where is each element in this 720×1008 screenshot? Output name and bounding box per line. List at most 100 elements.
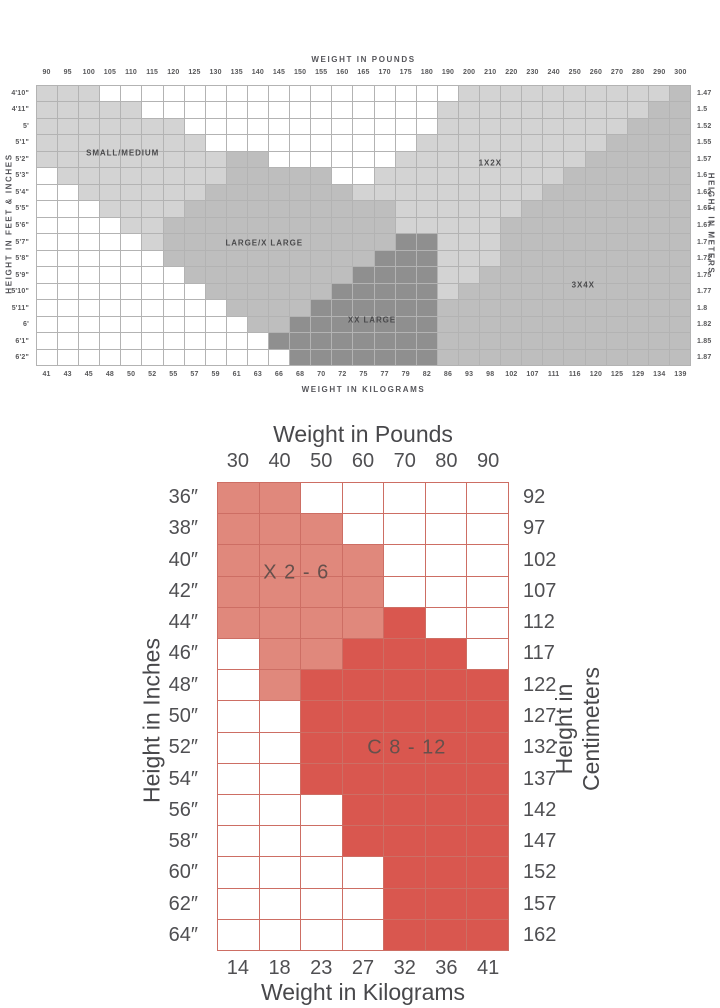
grid-cell (311, 267, 332, 283)
tick-label: 55 (169, 371, 178, 378)
grid-cell (416, 333, 437, 349)
grid-cell (205, 201, 226, 217)
tick-label: 43 (63, 371, 72, 378)
adult-left-axis-title: HEIGHT IN FEET & INCHES (4, 153, 14, 294)
grid-cell (374, 184, 395, 201)
grid-cell (342, 888, 384, 919)
tick-label: 6'1" (15, 337, 29, 345)
grid-cell (332, 118, 353, 135)
tick-label: 93 (465, 371, 474, 378)
grid-cell (79, 283, 100, 300)
grid-cell (121, 300, 142, 316)
grid-cell (425, 545, 467, 576)
grid-cell (79, 151, 100, 168)
tick-label: 18 (268, 957, 291, 979)
grid-cell (458, 168, 480, 184)
tick-label: 57 (190, 371, 199, 378)
grid-cell (585, 102, 606, 118)
grid-cell (543, 102, 564, 118)
grid-cell (395, 217, 416, 234)
grid-cell (311, 201, 332, 217)
grid-cell (121, 217, 142, 234)
grid-cell (226, 168, 247, 184)
grid-cell (269, 118, 290, 135)
grid-cell (121, 349, 142, 365)
tick-label: 1.8 (697, 304, 708, 312)
tick-label: 139 (674, 371, 687, 378)
grid-cell (458, 135, 480, 151)
grid-cell (395, 86, 416, 102)
grid-cell (100, 168, 121, 184)
grid-cell (480, 300, 501, 316)
grid-cell (437, 135, 458, 151)
grid-cell (353, 184, 374, 201)
tick-label: 75 (359, 371, 368, 378)
tick-label: 110 (125, 69, 138, 76)
grid-cell (627, 135, 648, 151)
grid-cell (342, 826, 384, 857)
grid-cell (585, 118, 606, 135)
grid-cell (480, 217, 501, 234)
adult-right-axis-title: HEIGHT IN METERS (706, 172, 716, 275)
grid-cell (416, 168, 437, 184)
grid-cell (374, 333, 395, 349)
grid-cell (627, 151, 648, 168)
grid-cell (247, 234, 269, 250)
grid-cell (184, 333, 205, 349)
grid-cell (648, 168, 669, 184)
grid-cell (311, 217, 332, 234)
grid-cell (226, 316, 247, 333)
grid-cell (269, 86, 290, 102)
grid-cell (522, 300, 543, 316)
grid-cell (301, 545, 342, 576)
grid-cell (501, 300, 522, 316)
grid-cell (142, 184, 163, 201)
grid-cell (458, 86, 480, 102)
grid-cell (543, 316, 564, 333)
grid-cell (585, 86, 606, 102)
grid-cell (543, 168, 564, 184)
grid-cell (184, 283, 205, 300)
grid-cell (269, 234, 290, 250)
grid-cell (205, 300, 226, 316)
grid-cell (501, 333, 522, 349)
grid-cell (458, 118, 480, 135)
child-pounds-ticks: 30 40 50 60 70 80 90 (217, 450, 509, 474)
grid-cell (342, 514, 384, 545)
grid-cell (121, 135, 142, 151)
grid-cell (259, 576, 301, 607)
tick-label: 60 (351, 450, 375, 472)
grid-cell (416, 250, 437, 267)
grid-cell (669, 250, 690, 267)
grid-cell (58, 201, 79, 217)
grid-cell (585, 349, 606, 365)
grid-cell (425, 732, 467, 763)
grid-cell (384, 826, 425, 857)
grid-cell (184, 217, 205, 234)
child-kilograms-ticks: 14 18 23 27 32 36 41 (217, 957, 509, 981)
grid-cell (269, 184, 290, 201)
grid-cell (627, 234, 648, 250)
grid-cell (290, 250, 311, 267)
grid-cell (395, 333, 416, 349)
tick-label: 36″ (168, 486, 198, 509)
grid-cell (467, 607, 508, 638)
grid-cell (269, 168, 290, 184)
tick-label: 62″ (168, 892, 198, 915)
grid-cell (425, 919, 467, 950)
grid-cell (332, 267, 353, 283)
tick-label: 107 (526, 371, 539, 378)
grid-cell (218, 732, 259, 763)
grid-cell (226, 283, 247, 300)
tick-label: 111 (547, 371, 560, 378)
grid-cell (259, 545, 301, 576)
tick-label: 137 (523, 767, 557, 790)
grid-cell (374, 267, 395, 283)
grid-cell (332, 300, 353, 316)
tick-label: 120 (589, 371, 603, 378)
grid-cell (425, 639, 467, 670)
grid-cell (290, 316, 311, 333)
grid-cell (205, 118, 226, 135)
grid-cell (226, 102, 247, 118)
